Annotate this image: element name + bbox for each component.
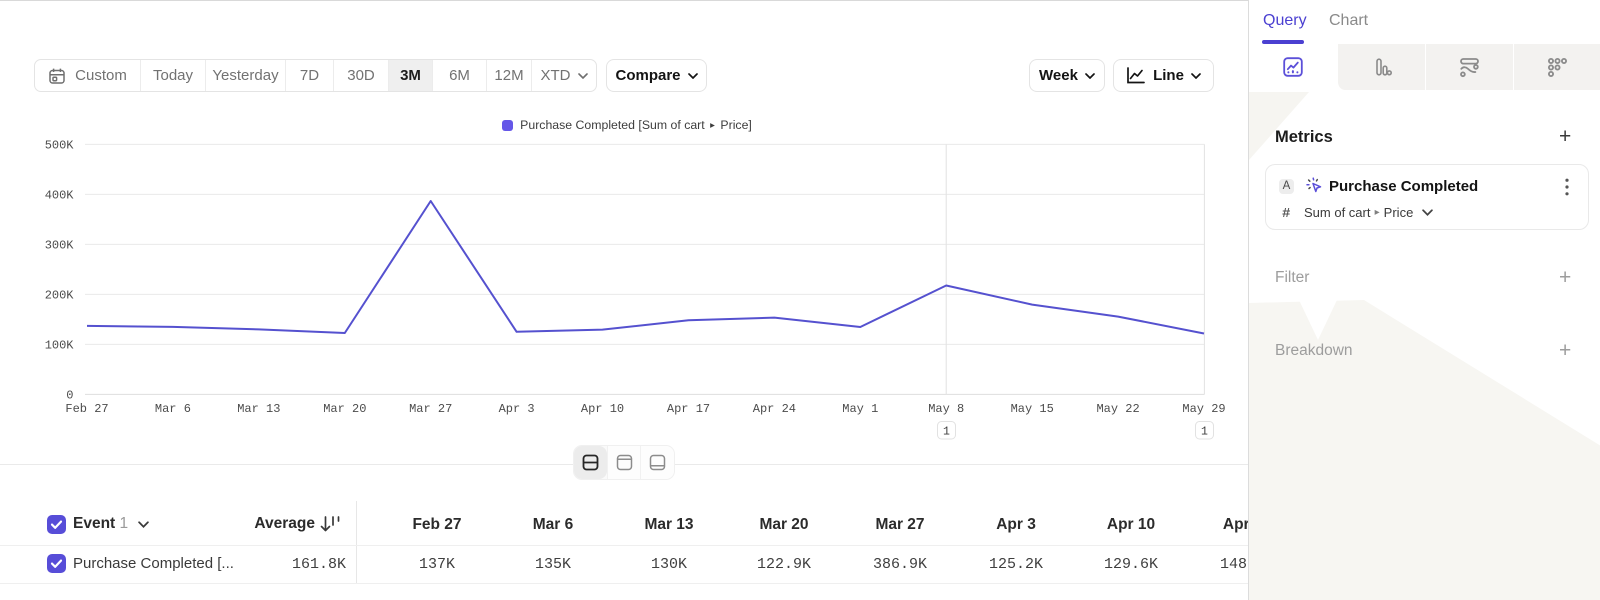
svg-text:500K: 500K (45, 139, 75, 153)
svg-text:Mar 13: Mar 13 (237, 402, 280, 416)
svg-text:Apr 24: Apr 24 (753, 402, 796, 416)
svg-text:May 15: May 15 (1011, 402, 1054, 416)
svg-text:May 29: May 29 (1182, 402, 1225, 416)
svg-text:May 22: May 22 (1096, 402, 1139, 416)
svg-text:Mar 20: Mar 20 (323, 402, 366, 416)
svg-text:100K: 100K (45, 339, 75, 353)
svg-text:May 1: May 1 (842, 402, 878, 416)
svg-text:Feb 27: Feb 27 (65, 402, 108, 416)
svg-text:Apr 17: Apr 17 (667, 402, 710, 416)
svg-text:Mar 6: Mar 6 (155, 402, 191, 416)
svg-text:May 8: May 8 (928, 402, 964, 416)
svg-text:400K: 400K (45, 189, 75, 203)
svg-text:Apr 10: Apr 10 (581, 402, 624, 416)
svg-text:Apr 3: Apr 3 (499, 402, 535, 416)
svg-text:0: 0 (66, 389, 73, 403)
svg-text:Mar 27: Mar 27 (409, 402, 452, 416)
svg-text:300K: 300K (45, 239, 75, 253)
svg-text:1: 1 (943, 426, 950, 439)
svg-text:1: 1 (1201, 426, 1208, 439)
svg-text:200K: 200K (45, 289, 75, 303)
